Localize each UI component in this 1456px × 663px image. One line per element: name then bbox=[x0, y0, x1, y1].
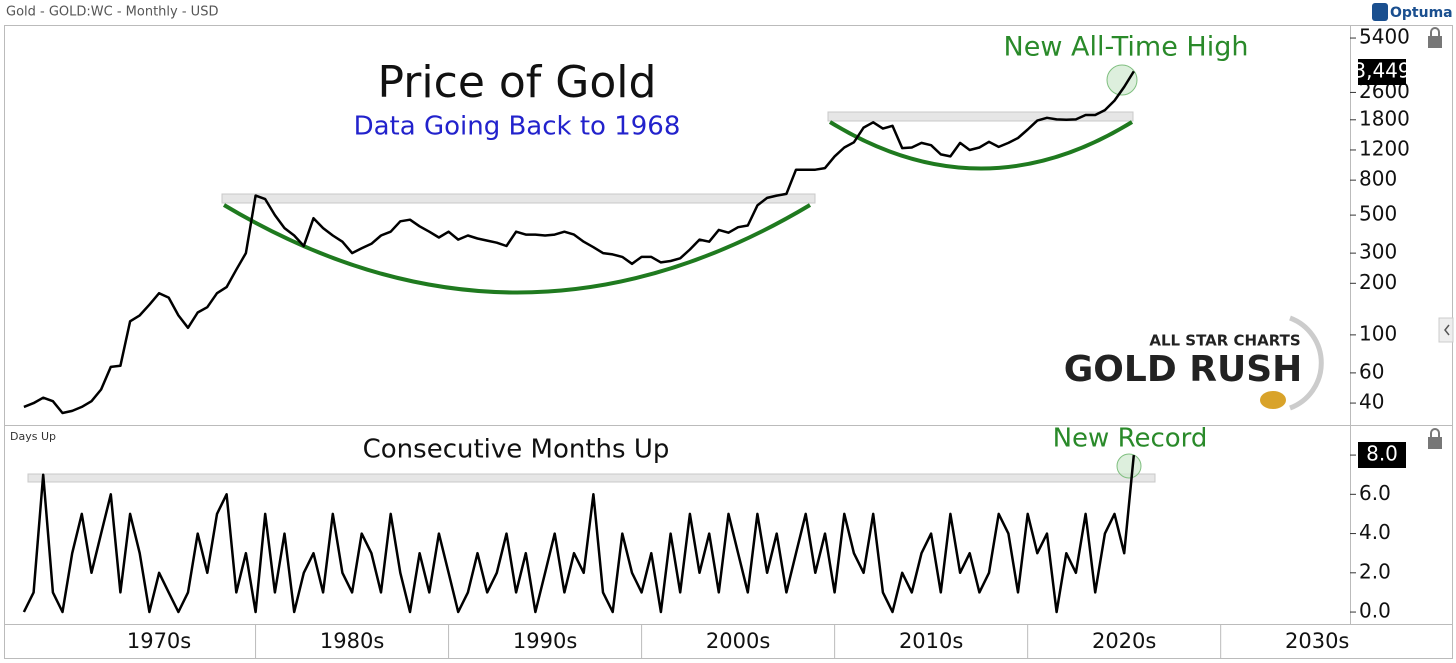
x-tick-label: 2030s bbox=[1285, 629, 1349, 653]
lock-shackle bbox=[1430, 428, 1440, 437]
last-value-label: 3,449 bbox=[1353, 59, 1410, 83]
last-value-label: 8.0 bbox=[1366, 442, 1398, 466]
y-tick-label: 0.0 bbox=[1359, 599, 1391, 623]
axis-label: Days Up bbox=[10, 430, 56, 443]
highlight-circle bbox=[1106, 64, 1138, 96]
y-tick-label: 500 bbox=[1359, 202, 1397, 226]
logo-line1: ALL STAR CHARTS bbox=[1149, 332, 1300, 350]
price-line bbox=[23, 70, 1135, 415]
annotation: New Record bbox=[1053, 424, 1208, 454]
y-tick-label: 6.0 bbox=[1359, 481, 1391, 505]
chart-subtitle: Data Going Back to 1968 bbox=[354, 112, 681, 142]
x-tick-label: 2000s bbox=[706, 629, 770, 653]
chart-title: Consecutive Months Up bbox=[363, 435, 670, 465]
y-tick-label: 4.0 bbox=[1359, 520, 1391, 544]
cup-arc bbox=[828, 120, 1134, 171]
last-value-box bbox=[1358, 442, 1406, 468]
y-tick-label: 60 bbox=[1359, 359, 1384, 383]
x-tick-label: 1970s bbox=[127, 629, 191, 653]
logo-line2: GOLD RUSH bbox=[1064, 349, 1303, 390]
header-title: Gold - GOLD:WC - Monthly - USD bbox=[6, 5, 218, 20]
x-tick-label: 2010s bbox=[899, 629, 963, 653]
resistance-band bbox=[827, 111, 1134, 122]
x-tick-label: 1990s bbox=[513, 629, 577, 653]
y-tick-label: 40 bbox=[1359, 390, 1384, 414]
resistance-band bbox=[221, 193, 816, 204]
lock-shackle bbox=[1430, 27, 1440, 36]
collapse-arrow bbox=[1444, 324, 1450, 336]
highlight-circle bbox=[1116, 453, 1142, 479]
y-tick-label: 1800 bbox=[1359, 106, 1410, 130]
brand: Optuma bbox=[1390, 5, 1453, 21]
y-tick-label: 2.0 bbox=[1359, 559, 1391, 583]
x-tick-label: 2020s bbox=[1092, 629, 1156, 653]
cup-arc bbox=[222, 203, 812, 295]
lock-icon[interactable] bbox=[1428, 437, 1442, 449]
price-line bbox=[22, 454, 1136, 614]
y-tick-label: 5400 bbox=[1359, 25, 1410, 49]
lock-icon[interactable] bbox=[1428, 36, 1442, 48]
y-tick-label: 300 bbox=[1359, 240, 1397, 264]
y-tick-label: 200 bbox=[1359, 270, 1397, 294]
chart-title: Price of Gold bbox=[378, 57, 657, 108]
y-tick-label: 1200 bbox=[1359, 136, 1410, 160]
x-tick-label: 1980s bbox=[320, 629, 384, 653]
annotation: New All-Time High bbox=[1004, 32, 1249, 63]
collapse-button[interactable] bbox=[1438, 317, 1454, 343]
brand-icon bbox=[1372, 3, 1388, 21]
y-tick-label: 800 bbox=[1359, 167, 1397, 191]
y-tick-label: 100 bbox=[1359, 321, 1397, 345]
logo-swoosh bbox=[1289, 315, 1324, 411]
last-value-box bbox=[1358, 59, 1406, 85]
resistance-band bbox=[27, 473, 1156, 483]
logo-nugget bbox=[1260, 391, 1286, 409]
